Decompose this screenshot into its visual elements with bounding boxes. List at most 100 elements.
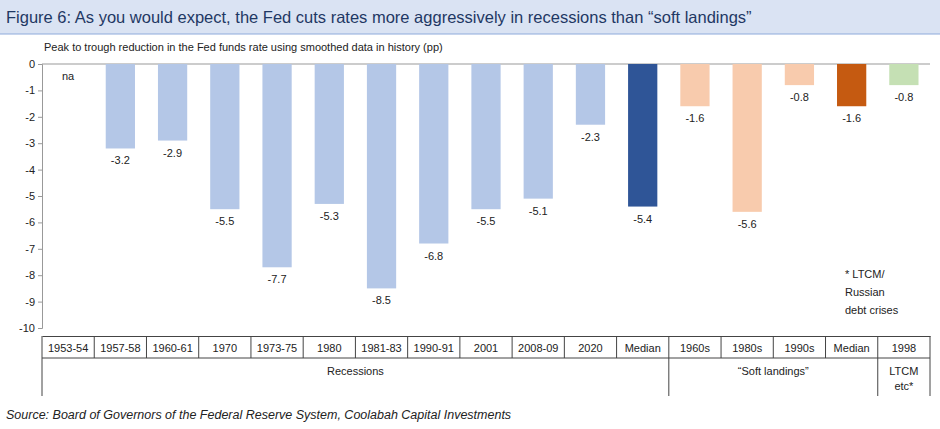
- data-labels: na-3.2-2.9-5.5-7.7-5.3-8.5-6.8-5.5-5.1-2…: [62, 70, 913, 306]
- data-label: -5.5: [477, 215, 496, 227]
- x-tick: Median: [834, 342, 870, 354]
- x-tick-label: 2020: [578, 342, 602, 354]
- x-tick-label: 1960-61: [152, 342, 192, 354]
- y-tick-mark: [38, 170, 42, 171]
- table-line: [42, 358, 930, 359]
- table-line: [355, 336, 356, 358]
- y-axis-line: [38, 65, 43, 329]
- x-tick-label: 1981-83: [361, 342, 401, 354]
- table-line: [668, 336, 669, 358]
- table-line: [773, 336, 774, 358]
- table-line: [825, 336, 826, 358]
- bar: [419, 64, 448, 244]
- y-tick-label: -6: [25, 216, 35, 228]
- bar: [889, 64, 918, 85]
- table-line: [42, 336, 43, 358]
- group-label: LTCMetc*: [889, 365, 918, 392]
- data-label: -3.2: [111, 154, 130, 166]
- bar: [785, 64, 814, 85]
- y-tick-mark: [38, 249, 42, 250]
- x-tick: 1980: [317, 342, 341, 354]
- y-tick-label: -10: [19, 322, 35, 334]
- x-tick: 1990-91: [414, 342, 454, 354]
- axis-table: [42, 336, 930, 396]
- data-label: -5.1: [529, 205, 548, 217]
- data-label: -5.4: [633, 213, 652, 225]
- y-tick: -9: [25, 296, 42, 308]
- table-line: [407, 336, 408, 358]
- x-tick-label: 1990-91: [414, 342, 454, 354]
- y-tick-mark: [38, 143, 42, 144]
- y-tick-mark: [38, 64, 42, 65]
- x-tick-label: 1957-58: [100, 342, 140, 354]
- table-line: [930, 336, 931, 358]
- bar: [158, 64, 187, 141]
- table-line: [303, 336, 304, 358]
- data-label: -0.8: [894, 91, 913, 103]
- table-line: [459, 336, 460, 358]
- x-tick-label: 2001: [474, 342, 498, 354]
- y-tick-label: -1: [25, 84, 35, 96]
- data-label: -5.5: [215, 215, 234, 227]
- table-line: [616, 336, 617, 358]
- x-tick-label: 1990s: [784, 342, 814, 354]
- data-label: -5.3: [320, 210, 339, 222]
- x-axis-line: [43, 336, 931, 337]
- x-axis: 1953-541957-581960-6119701973-7519801981…: [43, 337, 931, 355]
- annotation-line: debt crises: [845, 304, 899, 316]
- x-tick: 1960-61: [152, 342, 192, 354]
- x-tick-label: 1973-75: [257, 342, 297, 354]
- y-tick: -5: [25, 190, 42, 202]
- y-tick-mark: [38, 222, 42, 223]
- bar: [106, 64, 135, 148]
- x-tick-label: 1980s: [732, 342, 762, 354]
- y-tick: -3: [25, 137, 42, 149]
- x-tick: 1957-58: [100, 342, 140, 354]
- data-label: -6.8: [424, 250, 443, 262]
- x-tick-label: 1998: [892, 342, 916, 354]
- table-line: [42, 358, 43, 396]
- x-tick: 1973-75: [257, 342, 297, 354]
- bar: [210, 64, 239, 209]
- bar: [733, 64, 762, 212]
- data-label: -8.5: [372, 294, 391, 306]
- y-tick-label: -7: [25, 243, 35, 255]
- y-tick: -4: [25, 164, 42, 176]
- y-tick: -8: [25, 269, 42, 281]
- table-line: [668, 358, 669, 396]
- y-tick: 0: [29, 58, 42, 70]
- x-tick: 2001: [474, 342, 498, 354]
- table-line: [198, 336, 199, 358]
- x-tick: Median: [625, 342, 661, 354]
- y-tick-mark: [38, 196, 42, 197]
- table-line: [564, 336, 565, 358]
- data-label: na: [62, 70, 75, 82]
- x-tick-label: Median: [625, 342, 661, 354]
- y-tick-label: -5: [25, 190, 35, 202]
- x-tick: 1990s: [784, 342, 814, 354]
- chart: Figure 6: As you would expect, the Fed c…: [0, 0, 940, 429]
- x-tick-label: 1970: [213, 342, 237, 354]
- bar: [576, 64, 605, 125]
- x-tick-label: Median: [834, 342, 870, 354]
- bar: [367, 64, 396, 288]
- title: Figure 6: As you would expect, the Fed c…: [6, 8, 752, 26]
- group-label: “Soft landings”: [738, 365, 809, 377]
- annotation: * LTCM/Russiandebt crises: [845, 268, 899, 316]
- bar: [680, 64, 709, 106]
- subtitle: Peak to trough reduction in the Fed fund…: [44, 41, 443, 53]
- y-tick-label: -3: [25, 137, 35, 149]
- x-tick-label: 1960s: [680, 342, 710, 354]
- y-tick-label: -2: [25, 111, 35, 123]
- data-label: -1.6: [842, 112, 861, 124]
- y-tick-mark: [38, 328, 42, 329]
- bar: [471, 64, 500, 209]
- y-tick-label: -8: [25, 269, 35, 281]
- data-label: -2.3: [581, 131, 600, 143]
- bar: [524, 64, 553, 199]
- x-tick: 1981-83: [361, 342, 401, 354]
- source: Source: Board of Governors of the Federa…: [6, 408, 511, 422]
- title-rule: [0, 34, 940, 35]
- title-band: [0, 0, 940, 34]
- y-tick: -2: [25, 111, 42, 123]
